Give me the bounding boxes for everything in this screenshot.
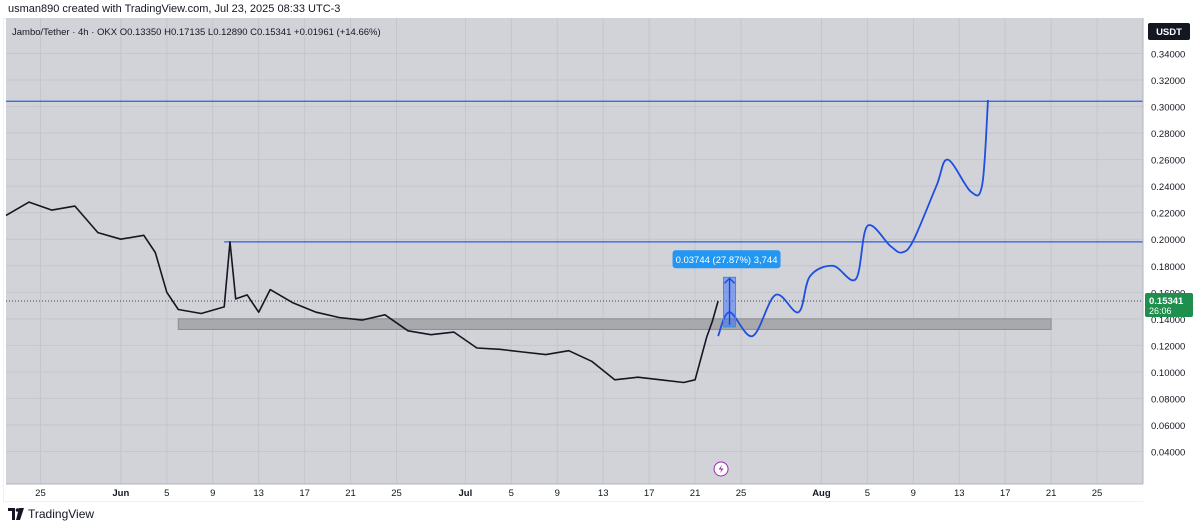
x-tick-label: 17 bbox=[1000, 488, 1011, 499]
x-tick-label: 5 bbox=[509, 488, 514, 499]
currency-button[interactable] bbox=[1148, 23, 1190, 40]
y-tick-label: 0.26000 bbox=[1151, 156, 1185, 167]
x-tick-label: 21 bbox=[345, 488, 356, 499]
x-tick-label: 21 bbox=[690, 488, 701, 499]
lightning-bolt-glyph bbox=[718, 465, 724, 473]
x-tick-label: 9 bbox=[555, 488, 560, 499]
x-tick-label: 13 bbox=[253, 488, 264, 499]
x-tick-label: 5 bbox=[164, 488, 169, 499]
y-tick-label: 0.10000 bbox=[1151, 368, 1185, 379]
x-tick-label: 25 bbox=[391, 488, 402, 499]
attribution-bar: usman890 created with TradingView.com, J… bbox=[0, 0, 1200, 18]
x-tick-label: Jul bbox=[459, 488, 473, 499]
y-tick-label: 0.18000 bbox=[1151, 262, 1185, 273]
y-tick-label: 0.28000 bbox=[1151, 129, 1185, 140]
x-tick-label: Jun bbox=[112, 488, 129, 499]
symbol-legend: Jambo/Tether · 4h · OKX O0.13350 H0.1713… bbox=[12, 27, 381, 38]
x-tick-label: 13 bbox=[598, 488, 609, 499]
x-tick-label: 13 bbox=[954, 488, 965, 499]
x-tick-label: 17 bbox=[299, 488, 310, 499]
y-tick-label: 0.24000 bbox=[1151, 182, 1185, 193]
x-tick-label: 17 bbox=[644, 488, 655, 499]
y-tick-label: 0.22000 bbox=[1151, 209, 1185, 220]
x-tick-label: 21 bbox=[1046, 488, 1057, 499]
measure-label-badge[interactable] bbox=[672, 250, 781, 269]
y-tick-label: 0.06000 bbox=[1151, 421, 1185, 432]
x-tick-label: Aug bbox=[812, 488, 831, 499]
plot-area[interactable] bbox=[6, 18, 1143, 484]
footer-bar: TradingView bbox=[0, 502, 1200, 526]
x-tick-label: 9 bbox=[210, 488, 215, 499]
measure-label-text: 0.03744 (27.87%) 3,744 bbox=[676, 255, 778, 266]
price-chart[interactable]: 0.03744 (27.87%) 3,744 0.34000 0.32000 0.30… bbox=[3, 18, 1197, 502]
currency-button-label: USDT bbox=[1156, 27, 1182, 38]
y-tick-label: 0.32000 bbox=[1151, 76, 1185, 87]
tradingview-logo-icon[interactable] bbox=[8, 508, 24, 520]
measure-arrow-icon bbox=[724, 277, 736, 325]
projection-path[interactable] bbox=[717, 99, 989, 338]
y-tick-label: 0.04000 bbox=[1151, 447, 1185, 458]
x-tick-label: 5 bbox=[865, 488, 870, 499]
y-tick-label: 0.30000 bbox=[1151, 103, 1185, 114]
x-tick-label: 25 bbox=[35, 488, 46, 499]
y-tick-label: 0.14000 bbox=[1151, 315, 1185, 326]
chart-frame[interactable]: 0.03744 (27.87%) 3,744 0.34000 0.32000 0.30… bbox=[3, 18, 1197, 502]
y-tick-label: 0.12000 bbox=[1151, 341, 1185, 352]
attribution-text: usman890 created with TradingView.com, J… bbox=[8, 3, 341, 15]
last-price-tag[interactable] bbox=[1145, 293, 1193, 318]
support-zone[interactable] bbox=[177, 318, 1052, 330]
bar-countdown: 26:06 bbox=[1149, 306, 1172, 316]
y-tick-label: 0.34000 bbox=[1151, 50, 1185, 61]
y-tick-label: 0.20000 bbox=[1151, 235, 1185, 246]
x-tick-label: 25 bbox=[736, 488, 747, 499]
price-series-line[interactable] bbox=[5, 201, 719, 384]
y-tick-label: 0.08000 bbox=[1151, 394, 1185, 405]
price-axis bbox=[1143, 18, 1197, 502]
last-price-value: 0.15341 bbox=[1149, 296, 1184, 307]
x-tick-label: 9 bbox=[911, 488, 916, 499]
x-tick-label: 25 bbox=[1092, 488, 1103, 499]
footer-brand[interactable]: TradingView bbox=[28, 507, 95, 521]
